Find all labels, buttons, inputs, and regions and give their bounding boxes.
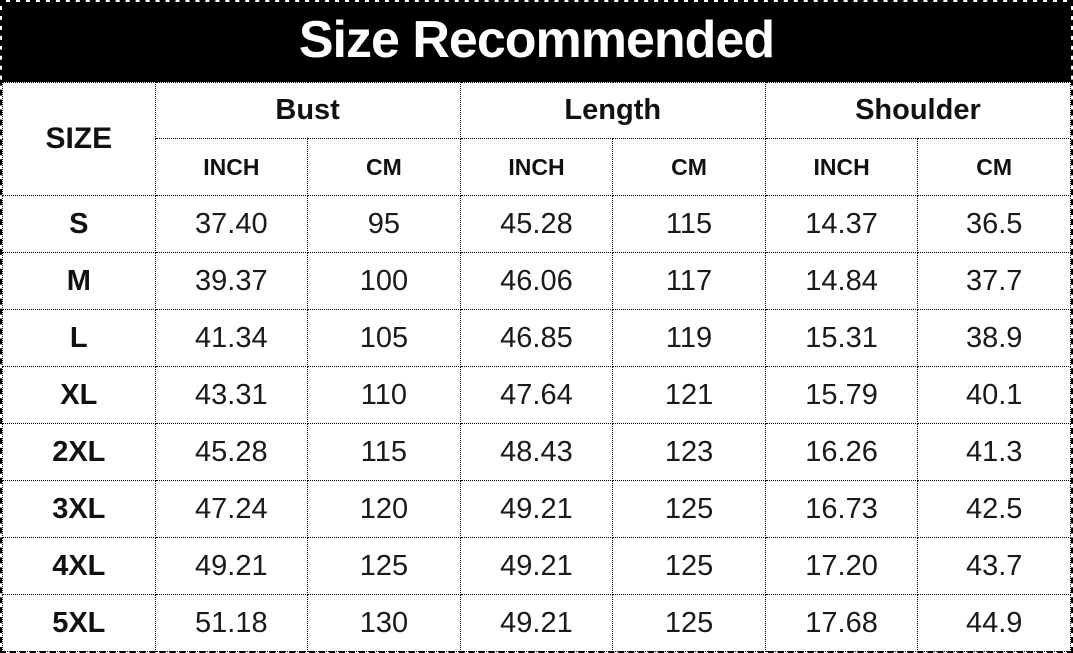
cell-shoulder-inch: 17.68 xyxy=(764,594,919,652)
cell-length-cm: 115 xyxy=(612,195,766,253)
unit-header-shoulder-inch: INCH xyxy=(764,138,919,196)
cell-bust-cm: 110 xyxy=(307,366,461,424)
cell-bust-inch: 51.18 xyxy=(154,594,309,652)
cell-shoulder-inch: 15.31 xyxy=(764,309,919,367)
table-row: XL 43.31 110 47.64 121 15.79 40.1 xyxy=(2,366,1071,424)
size-label: 4XL xyxy=(2,537,156,595)
table-row: L 41.34 105 46.85 119 15.31 38.9 xyxy=(2,309,1071,367)
cell-length-cm: 125 xyxy=(612,537,766,595)
cell-length-inch: 46.85 xyxy=(459,309,614,367)
page-title: Size Recommended xyxy=(298,10,775,69)
unit-header-shoulder-cm: CM xyxy=(917,138,1071,196)
group-header-length: Length xyxy=(459,82,766,139)
cell-bust-cm: 125 xyxy=(307,537,461,595)
cell-shoulder-cm: 43.7 xyxy=(917,537,1071,595)
cell-length-cm: 125 xyxy=(612,594,766,652)
cell-bust-cm: 120 xyxy=(307,480,461,538)
unit-header-length-inch: INCH xyxy=(459,138,614,196)
table-row: 3XL 47.24 120 49.21 125 16.73 42.5 xyxy=(2,480,1071,538)
cell-bust-inch: 45.28 xyxy=(154,423,309,481)
size-column-header: SIZE xyxy=(2,82,156,196)
table-row: 2XL 45.28 115 48.43 123 16.26 41.3 xyxy=(2,423,1071,481)
size-label: S xyxy=(2,195,156,253)
cell-bust-cm: 130 xyxy=(307,594,461,652)
size-table: SIZE Bust Length Shoulder INCH CM INCH CM IN… xyxy=(2,82,1072,652)
cell-length-inch: 49.21 xyxy=(459,594,614,652)
table-row: S 37.40 95 45.28 115 14.37 36.5 xyxy=(2,195,1071,253)
cell-length-inch: 47.64 xyxy=(459,366,614,424)
cell-length-inch: 48.43 xyxy=(459,423,614,481)
cell-shoulder-cm: 36.5 xyxy=(917,195,1071,253)
cell-bust-cm: 100 xyxy=(307,252,461,310)
cell-bust-inch: 47.24 xyxy=(154,480,309,538)
size-label: 5XL xyxy=(2,594,156,652)
cell-shoulder-cm: 42.5 xyxy=(917,480,1071,538)
cell-bust-inch: 37.40 xyxy=(154,195,309,253)
group-header-shoulder: Shoulder xyxy=(764,82,1072,139)
cell-shoulder-inch: 14.84 xyxy=(764,252,919,310)
cell-length-cm: 123 xyxy=(612,423,766,481)
size-label: M xyxy=(2,252,156,310)
unit-header-length-cm: CM xyxy=(612,138,766,196)
cell-shoulder-inch: 14.37 xyxy=(764,195,919,253)
table-row: 5XL 51.18 130 49.21 125 17.68 44.9 xyxy=(2,594,1071,652)
cell-length-inch: 49.21 xyxy=(459,480,614,538)
cell-bust-inch: 41.34 xyxy=(154,309,309,367)
cell-shoulder-inch: 15.79 xyxy=(764,366,919,424)
cell-bust-cm: 105 xyxy=(307,309,461,367)
cell-shoulder-cm: 38.9 xyxy=(917,309,1071,367)
cell-shoulder-inch: 17.20 xyxy=(764,537,919,595)
cell-bust-inch: 43.31 xyxy=(154,366,309,424)
cell-length-inch: 46.06 xyxy=(459,252,614,310)
unit-header-bust-inch: INCH xyxy=(154,138,309,196)
unit-header-bust-cm: CM xyxy=(307,138,461,196)
cell-length-cm: 121 xyxy=(612,366,766,424)
cell-bust-cm: 115 xyxy=(307,423,461,481)
cell-shoulder-cm: 40.1 xyxy=(917,366,1071,424)
cell-length-inch: 45.28 xyxy=(459,195,614,253)
size-label: XL xyxy=(2,366,156,424)
cell-length-cm: 119 xyxy=(612,309,766,367)
cell-length-cm: 125 xyxy=(612,480,766,538)
group-header-bust: Bust xyxy=(154,82,461,139)
table-row: 4XL 49.21 125 49.21 125 17.20 43.7 xyxy=(2,537,1071,595)
size-label: L xyxy=(2,309,156,367)
cell-bust-inch: 49.21 xyxy=(154,537,309,595)
cell-length-inch: 49.21 xyxy=(459,537,614,595)
cell-shoulder-cm: 44.9 xyxy=(917,594,1071,652)
cell-bust-cm: 95 xyxy=(307,195,461,253)
cell-length-cm: 117 xyxy=(612,252,766,310)
size-label: 2XL xyxy=(2,423,156,481)
cell-shoulder-cm: 37.7 xyxy=(917,252,1071,310)
cell-bust-inch: 39.37 xyxy=(154,252,309,310)
cell-shoulder-inch: 16.73 xyxy=(764,480,919,538)
title-banner: Size Recommended xyxy=(2,2,1071,82)
size-label: 3XL xyxy=(2,480,156,538)
table-row: M 39.37 100 46.06 117 14.84 37.7 xyxy=(2,252,1071,310)
cell-shoulder-cm: 41.3 xyxy=(917,423,1071,481)
cell-shoulder-inch: 16.26 xyxy=(764,423,919,481)
